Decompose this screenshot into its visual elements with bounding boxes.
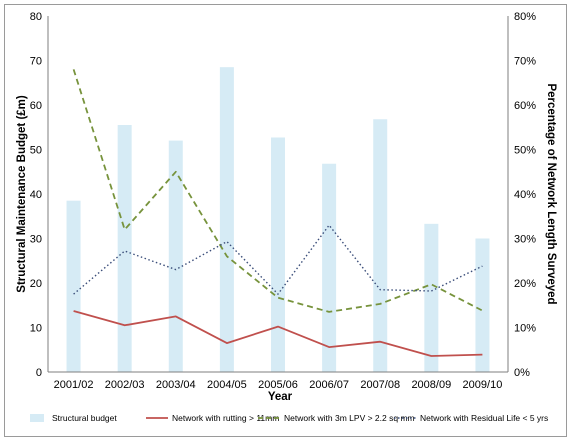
legend-label: Network with 3m LPV > 2.2 sq mm	[284, 413, 415, 423]
y-axis-title: Structural Maintenance Budget (£m)	[16, 95, 28, 293]
bar-2005/06	[271, 137, 285, 372]
x-tick-label: 2009/10	[463, 379, 503, 391]
legend-label: Network with Residual Life < 5 yrs	[420, 413, 548, 423]
legend-label: Structural budget	[52, 413, 117, 423]
x-tick-label: 2003/04	[156, 379, 196, 391]
bar-2003/04	[168, 140, 183, 372]
axes-layer	[47, 16, 509, 373]
bar-2006/07	[322, 163, 337, 372]
y2-tick-label: 10%	[514, 323, 536, 335]
lines-layer	[72, 69, 483, 357]
series-line-2	[72, 69, 483, 313]
ticks-layer: 0 10 20 30 40 50 60 70 80 0% 10% 20% 30% 40% 50% 60% 70%…	[30, 11, 536, 391]
y2-tick-label: 20%	[514, 278, 536, 290]
x-tick-label: 2006/07	[309, 379, 349, 391]
bar-2002/03	[117, 125, 132, 373]
x-tick-label: 2005/06	[258, 379, 298, 391]
legend-swatch-bar	[30, 414, 44, 422]
y2-tick-label: 40%	[514, 189, 536, 201]
series-line-3	[73, 224, 483, 295]
bars-layer	[66, 67, 490, 373]
y2-tick-label: 70%	[514, 56, 536, 68]
bar-2007/08	[373, 119, 388, 373]
y2-axis-title: Percentage of Network Length Surveyed	[545, 83, 557, 304]
y-tick-label: 20	[30, 278, 42, 290]
bar-2009/10	[475, 238, 490, 372]
x-tick-label: 2001/02	[54, 379, 94, 391]
x-tick-label: 2008/09	[411, 379, 451, 391]
legend: Structural budget Network with rutting > …	[30, 413, 548, 423]
x-tick-label: 2007/08	[360, 379, 400, 391]
y-tick-label: 10	[30, 323, 42, 335]
y-tick-label: 50	[30, 145, 42, 157]
x-tick-label: 2002/03	[105, 379, 145, 391]
y2-tick-label: 30%	[514, 234, 536, 246]
y2-tick-label: 0%	[514, 367, 530, 379]
y-tick-label: 40	[30, 189, 42, 201]
bar-2004/05	[219, 67, 234, 373]
y2-tick-label: 50%	[514, 145, 536, 157]
y-tick-label: 60	[30, 100, 42, 112]
y-tick-label: 80	[30, 11, 42, 23]
y2-tick-label: 60%	[514, 100, 536, 112]
chart-frame	[4, 4, 567, 437]
y-tick-label: 70	[30, 56, 42, 68]
y-tick-label: 30	[30, 234, 42, 246]
bar-2001/02	[66, 200, 81, 372]
y2-tick-label: 80%	[514, 11, 536, 23]
x-axis-title: Year	[268, 391, 293, 403]
x-tick-label: 2004/05	[207, 379, 247, 391]
bar-2008/09	[424, 223, 439, 372]
y-tick-label: 0	[36, 367, 42, 379]
legend-label: Network with rutting > 11mm	[172, 413, 279, 423]
